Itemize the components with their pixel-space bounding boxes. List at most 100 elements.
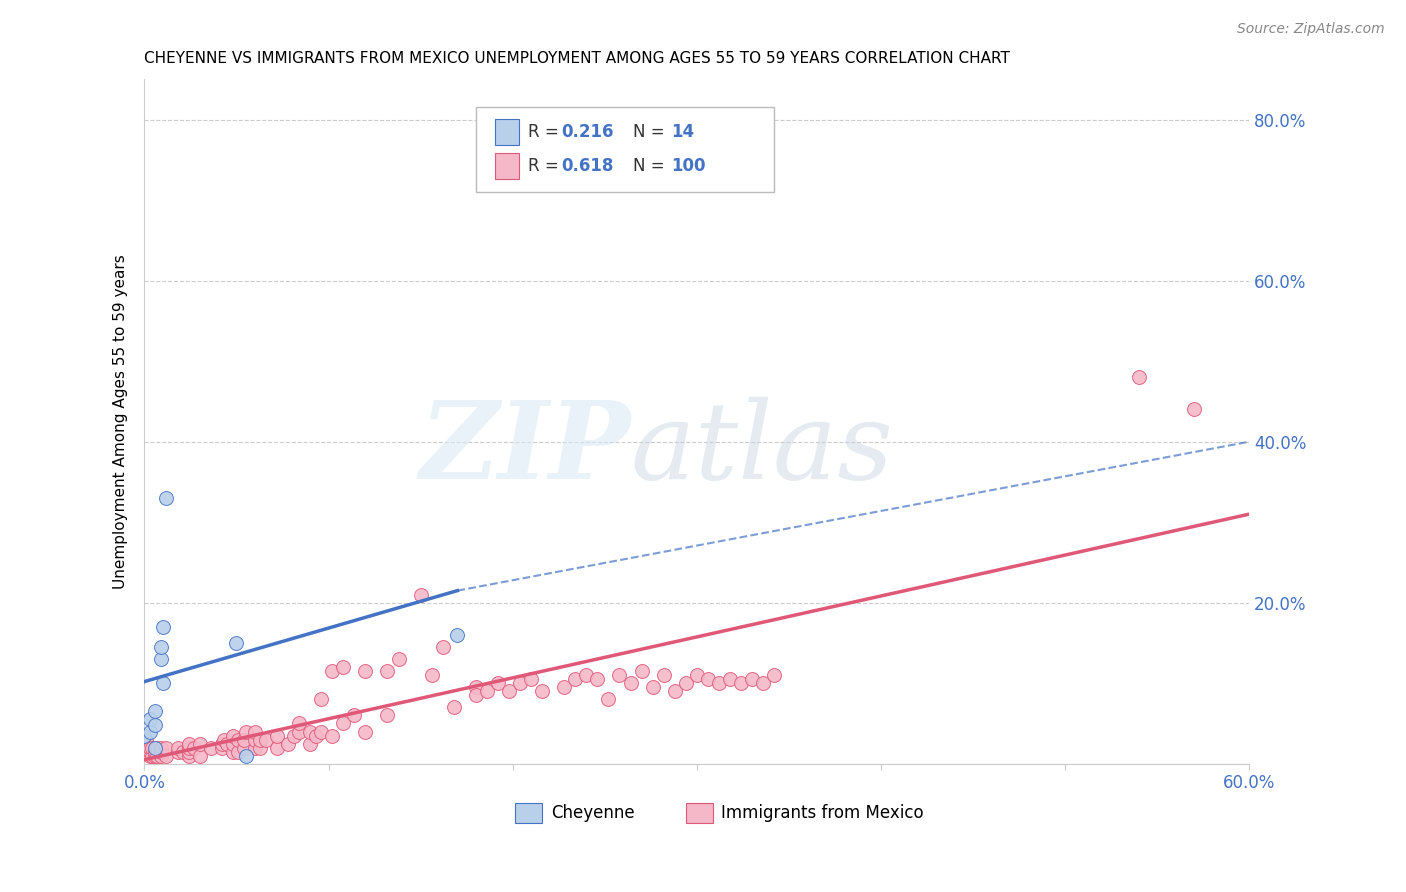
Point xyxy=(235,724,257,739)
Point xyxy=(332,716,354,731)
Point xyxy=(675,676,697,690)
Point xyxy=(609,668,631,682)
Text: Source: ZipAtlas.com: Source: ZipAtlas.com xyxy=(1237,22,1385,37)
Y-axis label: Unemployment Among Ages 55 to 59 years: Unemployment Among Ages 55 to 59 years xyxy=(114,254,128,589)
Point xyxy=(155,748,177,763)
Point xyxy=(299,737,322,751)
Point xyxy=(486,676,509,690)
Point xyxy=(332,660,354,674)
Point xyxy=(225,636,247,650)
Point xyxy=(145,718,167,732)
Point xyxy=(343,708,366,723)
Point xyxy=(188,748,211,763)
Point xyxy=(354,664,377,678)
Point xyxy=(288,724,311,739)
Point xyxy=(309,724,332,739)
Text: CHEYENNE VS IMMIGRANTS FROM MEXICO UNEMPLOYMENT AMONG AGES 55 TO 59 YEARS CORREL: CHEYENNE VS IMMIGRANTS FROM MEXICO UNEMP… xyxy=(145,51,1011,66)
Point xyxy=(730,676,752,690)
Point xyxy=(475,684,498,698)
Point xyxy=(741,672,763,686)
Point xyxy=(177,745,200,759)
Point xyxy=(139,748,162,763)
Text: 14: 14 xyxy=(672,123,695,141)
Point xyxy=(752,676,775,690)
Bar xyxy=(495,153,519,179)
Point xyxy=(598,692,620,706)
Point xyxy=(254,732,277,747)
Point xyxy=(718,672,741,686)
Point xyxy=(177,740,200,755)
Point xyxy=(183,740,205,755)
Point xyxy=(232,732,254,747)
Point xyxy=(212,732,235,747)
Text: N =: N = xyxy=(633,123,669,141)
Point xyxy=(226,732,249,747)
Point xyxy=(146,740,169,755)
Point xyxy=(464,680,486,694)
Point xyxy=(564,672,586,686)
Point xyxy=(420,668,443,682)
Point xyxy=(464,688,486,702)
Point xyxy=(266,729,288,743)
FancyBboxPatch shape xyxy=(475,107,775,193)
Point xyxy=(1182,402,1205,417)
Point xyxy=(520,672,543,686)
Text: ZIP: ZIP xyxy=(419,396,630,502)
Text: 0.618: 0.618 xyxy=(561,157,613,175)
Point xyxy=(243,724,266,739)
Point xyxy=(139,740,162,755)
Point xyxy=(409,588,432,602)
Point xyxy=(707,676,730,690)
Point xyxy=(387,652,409,666)
Point xyxy=(232,740,254,755)
Point xyxy=(149,640,172,654)
Point xyxy=(446,628,468,642)
Point xyxy=(141,748,163,763)
Point xyxy=(235,748,257,763)
Point xyxy=(586,672,609,686)
Point xyxy=(696,672,718,686)
Point xyxy=(149,745,172,759)
Point xyxy=(277,737,299,751)
Point xyxy=(141,740,163,755)
Point xyxy=(152,620,174,634)
Bar xyxy=(686,803,713,823)
Point xyxy=(243,732,266,747)
Point xyxy=(652,668,675,682)
Point xyxy=(211,740,233,755)
Point xyxy=(145,740,167,755)
Point xyxy=(200,740,222,755)
Point xyxy=(139,745,162,759)
Text: atlas: atlas xyxy=(630,396,894,501)
Point xyxy=(443,700,465,714)
Point xyxy=(243,740,266,755)
Point xyxy=(145,748,167,763)
Point xyxy=(139,724,162,739)
Point xyxy=(135,732,157,747)
Point xyxy=(145,745,167,759)
Point xyxy=(575,668,598,682)
Point xyxy=(664,684,686,698)
Point xyxy=(166,745,188,759)
Text: R =: R = xyxy=(527,123,564,141)
Point xyxy=(149,748,172,763)
Point xyxy=(166,740,188,755)
Point xyxy=(222,729,245,743)
Bar xyxy=(515,803,543,823)
Text: R =: R = xyxy=(527,157,564,175)
Point xyxy=(155,491,177,505)
Point xyxy=(145,705,167,719)
Point xyxy=(146,748,169,763)
Point xyxy=(134,729,156,743)
Point xyxy=(155,740,177,755)
Point xyxy=(1128,370,1150,384)
Point xyxy=(222,745,245,759)
Point xyxy=(630,664,652,678)
Bar xyxy=(495,119,519,145)
Point xyxy=(377,708,399,723)
Point xyxy=(249,732,271,747)
Point xyxy=(377,664,399,678)
Point xyxy=(432,640,454,654)
Point xyxy=(288,716,311,731)
Point xyxy=(763,668,786,682)
